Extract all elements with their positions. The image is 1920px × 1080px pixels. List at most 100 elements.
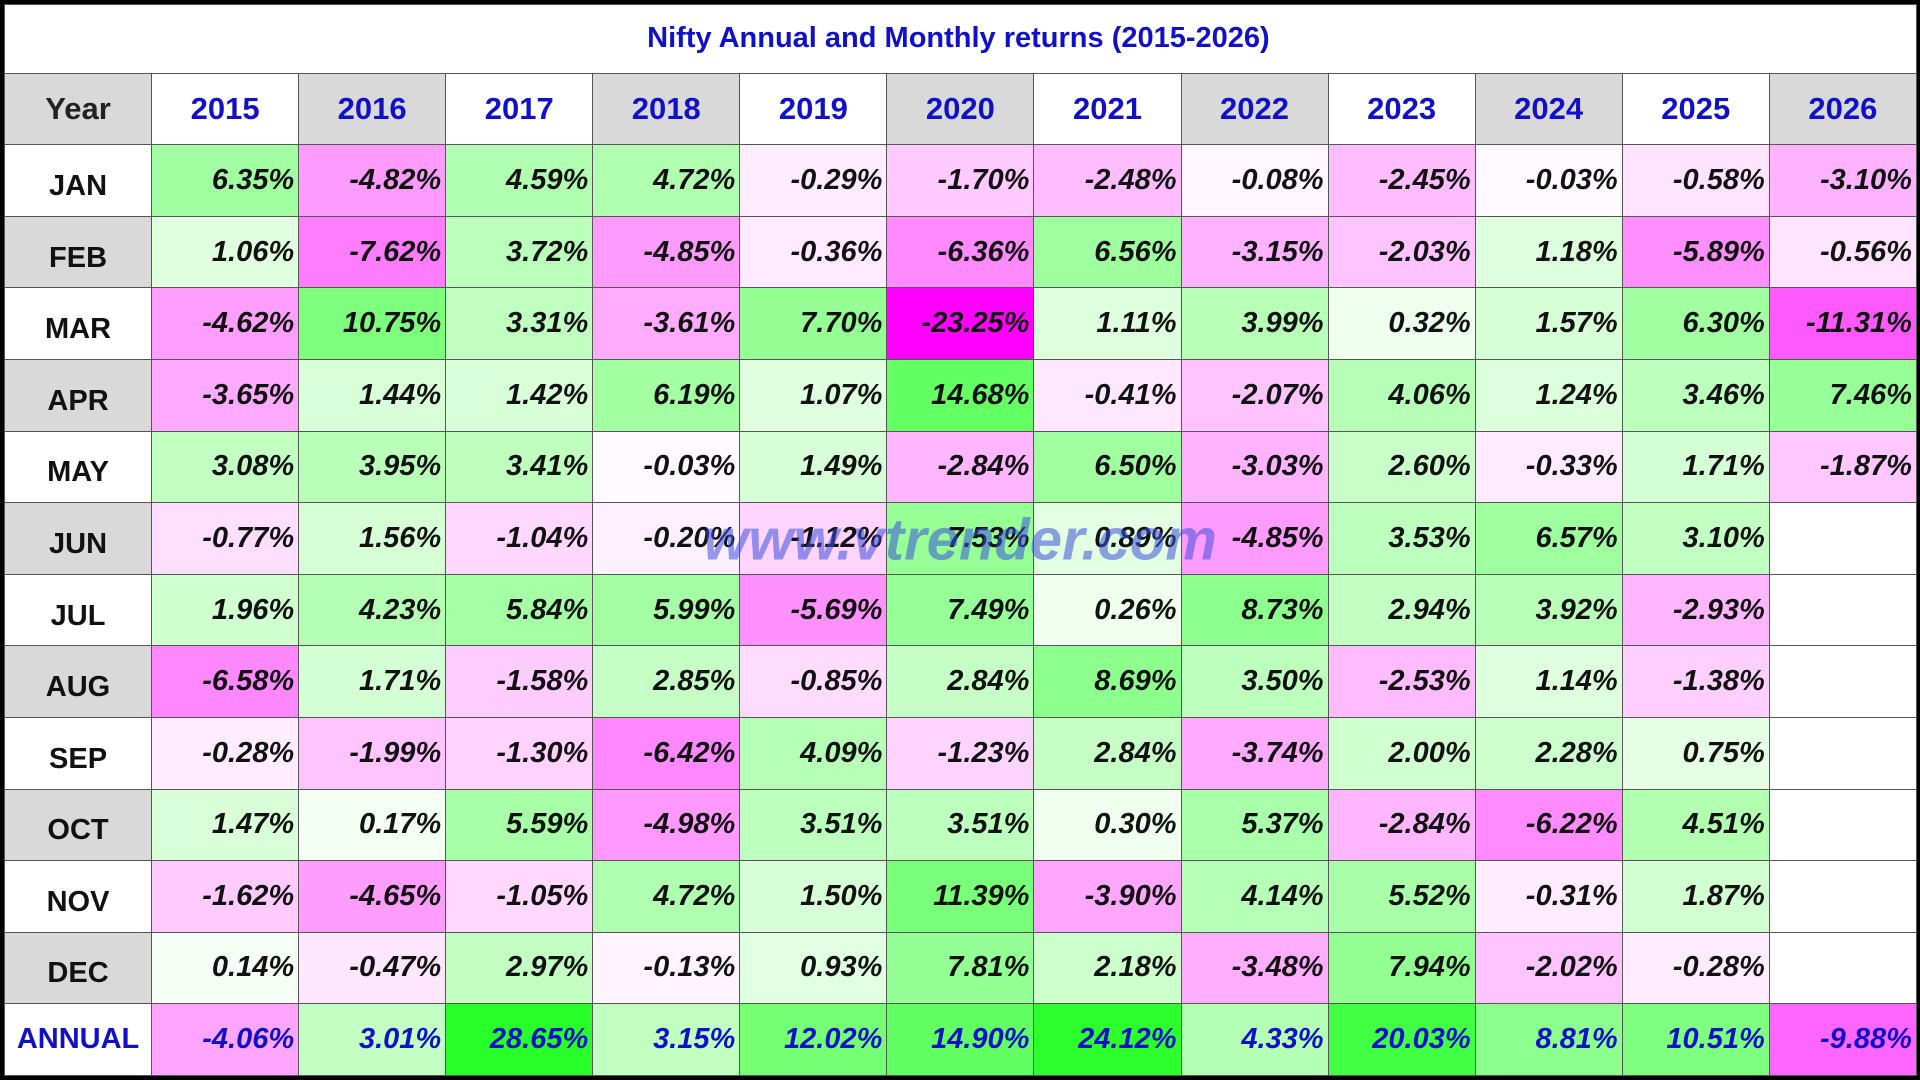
column-header: 2020 xyxy=(886,72,1035,146)
return-cell: 12.02% xyxy=(739,1003,888,1076)
column-header: 2021 xyxy=(1033,72,1182,146)
row-label: MAR xyxy=(3,287,153,360)
return-cell: 5.37% xyxy=(1180,788,1329,862)
return-cell xyxy=(1768,860,1917,933)
return-cell: 0.75% xyxy=(1621,716,1770,790)
return-cell: 7.70% xyxy=(739,287,888,360)
return-cell: 7.94% xyxy=(1327,931,1476,1005)
return-cell: -3.90% xyxy=(1033,860,1182,933)
return-cell: 7.53% xyxy=(886,502,1035,575)
return-cell: -3.74% xyxy=(1180,716,1329,790)
return-cell: 3.53% xyxy=(1327,502,1476,575)
title-row: Nifty Annual and Monthly returns (2015-2… xyxy=(4,4,1917,74)
column-header: 2018 xyxy=(592,72,741,146)
return-cell: -3.48% xyxy=(1180,931,1329,1005)
return-cell: -9.88% xyxy=(1768,1003,1917,1076)
return-cell: 0.93% xyxy=(739,931,888,1005)
return-cell: 3.99% xyxy=(1180,287,1329,360)
return-cell: 1.71% xyxy=(1621,430,1770,504)
return-cell: 6.57% xyxy=(1474,502,1623,575)
return-cell: 2.00% xyxy=(1327,716,1476,790)
return-cell: 5.84% xyxy=(445,573,594,647)
return-cell: -4.82% xyxy=(298,144,447,217)
return-cell: -0.41% xyxy=(1033,358,1182,432)
column-header: 2017 xyxy=(445,72,594,146)
return-cell: 4.51% xyxy=(1621,788,1770,862)
return-cell: 7.49% xyxy=(886,573,1035,647)
return-cell: 5.99% xyxy=(592,573,741,647)
return-cell: -2.02% xyxy=(1474,931,1623,1005)
return-cell: -1.70% xyxy=(886,144,1035,217)
return-cell: 1.56% xyxy=(298,502,447,575)
return-cell: -4.98% xyxy=(592,788,741,862)
return-cell xyxy=(1768,573,1917,647)
return-cell: 1.24% xyxy=(1474,358,1623,432)
return-cell: -3.10% xyxy=(1768,144,1917,217)
return-cell: 6.35% xyxy=(151,144,300,217)
return-cell: 14.90% xyxy=(886,1003,1035,1076)
column-header: 2024 xyxy=(1474,72,1623,146)
data-row: AUG -6.58% 1.71% -1.58% 2.85% -0.85% 2.84% 8.69… xyxy=(3,645,1917,718)
return-cell: 6.50% xyxy=(1033,430,1182,504)
return-cell: -0.03% xyxy=(592,430,741,504)
return-cell: 1.96% xyxy=(151,573,300,647)
return-cell: -1.04% xyxy=(445,502,594,575)
return-cell: 6.56% xyxy=(1033,215,1182,289)
return-cell xyxy=(1768,502,1917,575)
return-cell: -0.08% xyxy=(1180,144,1329,217)
column-header: 2022 xyxy=(1180,72,1329,146)
data-row: MAR -4.62% 10.75% 3.31% -3.61% 7.70% -23.25% 1.… xyxy=(3,287,1917,360)
column-header: 2023 xyxy=(1327,72,1476,146)
return-cell: 3.31% xyxy=(445,287,594,360)
return-cell: 4.06% xyxy=(1327,358,1476,432)
return-cell: 5.59% xyxy=(445,788,594,862)
return-cell: 5.52% xyxy=(1327,860,1476,933)
data-row: DEC 0.14% -0.47% 2.97% -0.13% 0.93% 7.81% 2.18%… xyxy=(3,931,1917,1005)
return-cell: 4.72% xyxy=(592,860,741,933)
return-cell: 2.60% xyxy=(1327,430,1476,504)
return-cell: -1.05% xyxy=(445,860,594,933)
return-cell: -2.07% xyxy=(1180,358,1329,432)
return-cell: -3.61% xyxy=(592,287,741,360)
return-cell: -6.22% xyxy=(1474,788,1623,862)
return-cell: -3.03% xyxy=(1180,430,1329,504)
return-cell: 4.09% xyxy=(739,716,888,790)
return-cell: 1.71% xyxy=(298,645,447,718)
return-cell: 4.14% xyxy=(1180,860,1329,933)
return-cell: -5.89% xyxy=(1621,215,1770,289)
return-cell: 6.19% xyxy=(592,358,741,432)
return-cell: 3.72% xyxy=(445,215,594,289)
return-cell: -0.20% xyxy=(592,502,741,575)
return-cell: 4.72% xyxy=(592,144,741,217)
return-cell: -3.15% xyxy=(1180,215,1329,289)
return-cell: 24.12% xyxy=(1033,1003,1182,1076)
return-cell: 0.17% xyxy=(298,788,447,862)
row-label: SEP xyxy=(3,716,153,790)
return-cell: 20.03% xyxy=(1327,1003,1476,1076)
return-cell: -1.58% xyxy=(445,645,594,718)
return-cell xyxy=(1768,931,1917,1005)
header-row: Year 2015 2016 2017 2018 2019 2020 2021 2022 2023… xyxy=(3,72,1917,146)
return-cell: -2.93% xyxy=(1621,573,1770,647)
data-row: SEP -0.28% -1.99% -1.30% -6.42% 4.09% -1.23% 2.… xyxy=(3,716,1917,790)
row-label: DEC xyxy=(3,931,153,1005)
return-cell: -0.13% xyxy=(592,931,741,1005)
return-cell: 8.69% xyxy=(1033,645,1182,718)
return-cell: 2.28% xyxy=(1474,716,1623,790)
return-cell: -0.58% xyxy=(1621,144,1770,217)
return-cell: 10.51% xyxy=(1621,1003,1770,1076)
data-row: JUN -0.77% 1.56% -1.04% -0.20% -1.12% 7.53% 0.8… xyxy=(3,502,1917,575)
return-cell: 1.14% xyxy=(1474,645,1623,718)
return-cell: 1.42% xyxy=(445,358,594,432)
return-cell: -4.85% xyxy=(1180,502,1329,575)
return-cell: 1.07% xyxy=(739,358,888,432)
return-cell: 1.57% xyxy=(1474,287,1623,360)
return-cell: -1.38% xyxy=(1621,645,1770,718)
return-cell: 10.75% xyxy=(298,287,447,360)
row-label: JAN xyxy=(3,144,153,217)
return-cell: 4.23% xyxy=(298,573,447,647)
return-cell: 3.08% xyxy=(151,430,300,504)
return-cell: 2.84% xyxy=(886,645,1035,718)
